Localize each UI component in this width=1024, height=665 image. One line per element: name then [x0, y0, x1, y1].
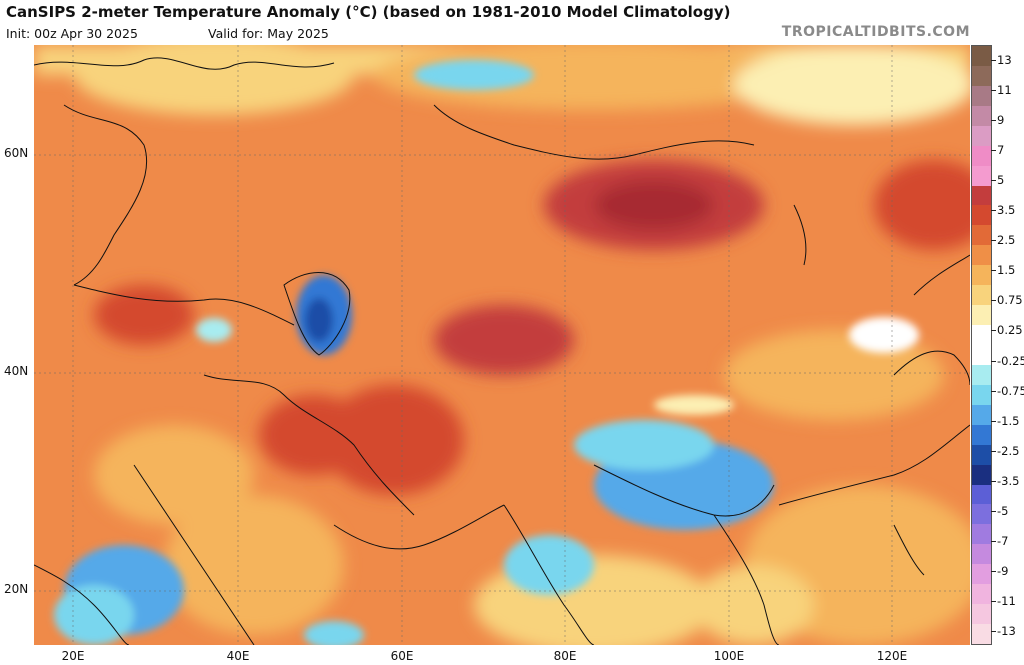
valid-time: Valid for: May 2025 — [208, 26, 329, 41]
colorbar-swatch — [972, 504, 991, 525]
colorbar-tick-label: -0.75 — [997, 383, 1024, 398]
colorbar-swatch — [972, 105, 991, 127]
colorbar-tick — [991, 360, 996, 362]
colorbar-swatch — [972, 444, 991, 466]
colorbar-tick-label: 0.25 — [997, 323, 1023, 338]
colorbar-swatch — [972, 484, 991, 505]
lon-label-120e: 120E — [876, 649, 908, 663]
colorbar-tick — [991, 540, 996, 542]
lat-label-40n: 40N — [4, 364, 29, 378]
colorbar-swatch — [972, 125, 991, 147]
colorbar-swatch — [972, 345, 991, 366]
colorbar-swatch — [972, 364, 991, 386]
colorbar-tick-label: 7 — [997, 143, 1005, 158]
colorbar-tick-label: 3.5 — [997, 203, 1016, 218]
colorbar-swatch — [972, 245, 991, 266]
colorbar-tick — [991, 90, 996, 92]
colorbar-tick — [991, 60, 996, 61]
colorbar-tick-label: -1.5 — [997, 413, 1020, 428]
colorbar-swatch — [972, 424, 991, 446]
colorbar-swatch — [972, 325, 991, 346]
colorbar-tick-label: -9 — [997, 563, 1009, 578]
colorbar-swatch — [972, 285, 991, 306]
colorbar-tick-label: -3.5 — [997, 473, 1020, 488]
colorbar-tick-label: -5 — [997, 503, 1009, 518]
colorbar-swatch — [972, 464, 991, 486]
colorbar-swatch — [972, 624, 991, 645]
lon-label-60e: 60E — [390, 649, 414, 663]
lat-label-60n: 60N — [4, 146, 29, 160]
colorbar-tick-label: -0.25 — [997, 353, 1024, 368]
colorbar-tick-label: -7 — [997, 533, 1009, 548]
colorbar-swatch — [972, 85, 991, 107]
colorbar-swatch — [972, 524, 991, 545]
colorbar-tick-label: 2.5 — [997, 233, 1016, 248]
colorbar-swatch — [972, 404, 991, 426]
lon-label-80e: 80E — [553, 649, 577, 663]
colorbar-tick-label: -11 — [997, 593, 1016, 608]
colorbar-tick — [991, 450, 996, 452]
colorbar-tick — [991, 600, 996, 602]
colorbar-tick — [991, 330, 996, 332]
colorbar-tick-label: 1.5 — [997, 263, 1016, 278]
colorbar-swatch — [972, 265, 991, 286]
colorbar-tick — [991, 270, 996, 272]
colorbar-swatch — [972, 46, 991, 67]
colorbar-tick — [991, 300, 996, 302]
lon-label-100e: 100E — [713, 649, 745, 663]
colorbar-tick — [991, 180, 996, 182]
colorbar-swatch — [972, 145, 991, 167]
colorbar-tick-label: -2.5 — [997, 443, 1020, 458]
colorbar-swatch — [972, 305, 991, 326]
colorbar-tick — [991, 480, 996, 482]
colorbar-swatch — [972, 604, 991, 625]
colorbar-tick-label: -13 — [997, 624, 1016, 638]
init-time: Init: 00z Apr 30 2025 — [6, 26, 138, 41]
colorbar-tick — [991, 570, 996, 572]
colorbar-tick-label: 9 — [997, 113, 1005, 128]
colorbar-tick — [991, 631, 996, 632]
colorbar-tick — [991, 120, 996, 122]
colorbar-tick-label: 11 — [997, 83, 1012, 98]
coastlines — [34, 57, 970, 645]
colorbar-swatch — [972, 165, 991, 187]
anomaly-map — [34, 45, 970, 645]
colorbar-swatch — [972, 185, 991, 206]
colorbar-swatch — [972, 584, 991, 605]
colorbar-swatch — [972, 564, 991, 585]
colorbar — [971, 45, 992, 645]
colorbar-swatch — [972, 384, 991, 406]
lon-label-20e: 20E — [61, 649, 85, 663]
colorbar-tick — [991, 390, 996, 392]
colorbar-tick-label: 0.75 — [997, 293, 1023, 308]
colorbar-swatch — [972, 205, 991, 226]
colorbar-tick-label: 5 — [997, 173, 1005, 188]
colorbar-tick — [991, 420, 996, 422]
colorbar-tick — [991, 510, 996, 512]
colorbar-swatch — [972, 65, 991, 87]
chart-title: CanSIPS 2-meter Temperature Anomaly (°C)… — [6, 3, 731, 21]
colorbar-tick — [991, 210, 996, 212]
anomaly-field — [34, 45, 970, 645]
colorbar-tick-label: 13 — [997, 53, 1012, 67]
brand-watermark: TROPICALTIDBITS.COM — [781, 24, 970, 40]
colorbar-swatch — [972, 225, 991, 246]
colorbar-swatch — [972, 544, 991, 565]
colorbar-tick — [991, 150, 996, 152]
colorbar-tick — [991, 240, 996, 242]
lon-label-40e: 40E — [226, 649, 250, 663]
lat-label-20n: 20N — [4, 582, 29, 596]
